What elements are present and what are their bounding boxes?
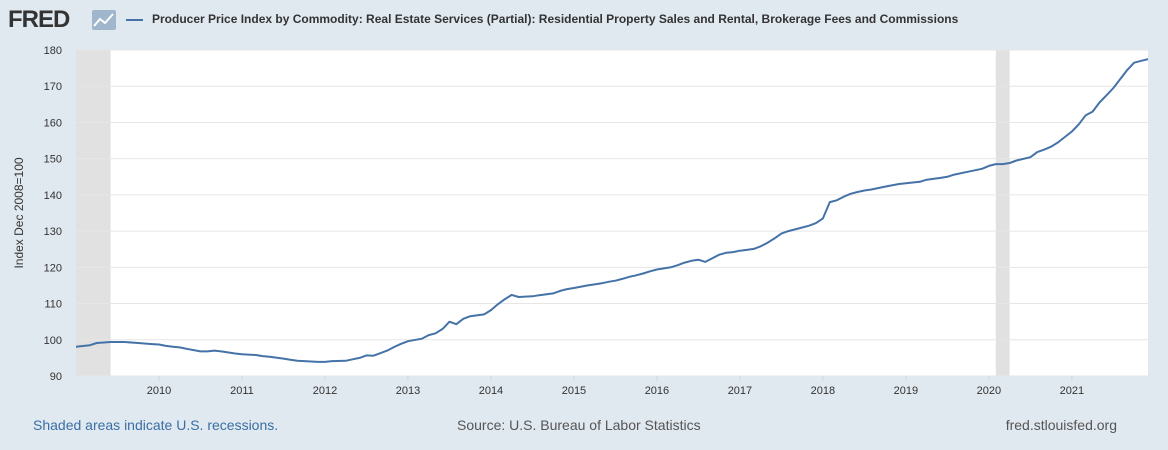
recession-band-1 — [76, 50, 111, 376]
x-tick-label: 2021 — [1060, 385, 1084, 397]
x-tick-label: 2010 — [147, 385, 171, 397]
y-tick-label: 90 — [50, 371, 62, 383]
chart-header: FRED Producer Price Index by Commodity: … — [8, 6, 1158, 34]
y-tick-label: 120 — [44, 262, 62, 274]
legend-swatch — [126, 19, 143, 21]
x-tick-label: 2016 — [645, 385, 669, 397]
y-tick-label: 180 — [44, 45, 62, 57]
series-line[interactable] — [75, 58, 1149, 363]
source-note: Source: U.S. Bureau of Labor Statistics — [457, 417, 701, 433]
x-tick-label: 2015 — [562, 385, 586, 397]
y-tick-label: 170 — [44, 81, 62, 93]
y-tick-label: 100 — [44, 335, 62, 347]
gridlines — [76, 49, 1148, 377]
x-tick-label: 2012 — [313, 385, 337, 397]
y-tick-label: 160 — [44, 117, 62, 129]
y-tick-label: 130 — [44, 226, 62, 238]
x-tick-label: 2018 — [811, 385, 835, 397]
y-axis: 90 100 110 120 130 140 150 160 170 180 — [44, 45, 62, 383]
x-tick-label: 2020 — [977, 385, 1001, 397]
fred-logo-text: FRED — [8, 6, 70, 33]
recession-band-2 — [995, 50, 1010, 376]
x-tick-label: 2019 — [894, 385, 918, 397]
legend-label[interactable]: Producer Price Index by Commodity: Real … — [152, 12, 959, 26]
x-tick-label: 2014 — [479, 385, 503, 397]
recession-shading — [76, 50, 1010, 376]
y-axis-label: Index Dec 2008=100 — [12, 157, 26, 268]
y-tick-label: 110 — [44, 299, 62, 311]
plot-area — [76, 50, 1148, 376]
fred-graph-icon — [92, 10, 116, 30]
x-tick-label: 2017 — [728, 385, 752, 397]
x-tick-label: 2011 — [230, 385, 254, 397]
y-tick-label: 150 — [44, 154, 62, 166]
x-axis: 2010 2011 2012 2013 2014 2015 2016 2017 2018 2019… — [147, 376, 1084, 397]
x-tick-label: 2013 — [396, 385, 420, 397]
fred-logo[interactable]: FRED — [8, 6, 70, 34]
site-link[interactable]: fred.stlouisfed.org — [1005, 417, 1117, 433]
recessions-note[interactable]: Shaded areas indicate U.S. recessions. — [33, 417, 279, 433]
y-tick-label: 140 — [44, 190, 62, 202]
